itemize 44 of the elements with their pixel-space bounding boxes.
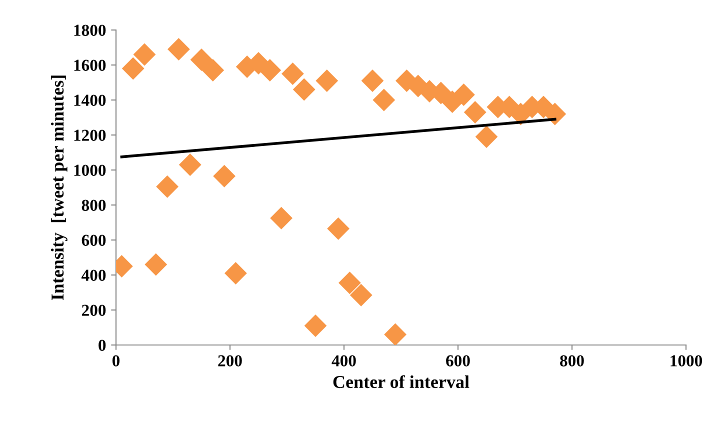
x-tick-label: 600 [446, 355, 470, 366]
point [361, 70, 384, 92]
point [464, 101, 486, 124]
point [544, 102, 566, 126]
point [316, 70, 338, 92]
point [384, 323, 406, 345]
point [168, 38, 190, 60]
point [304, 314, 327, 337]
y-tick-label: 1800 [74, 24, 106, 36]
x-tick-label: 800 [560, 355, 584, 366]
point [178, 154, 202, 176]
x-axis-title: Center of interval [333, 375, 470, 388]
point [452, 84, 475, 106]
x-tick-label: 400 [332, 355, 356, 366]
x-tick-label: 0 [112, 355, 120, 366]
point [292, 78, 316, 101]
y-axis-title: Intensity [tweet per minutes] [50, 76, 68, 300]
point [350, 284, 372, 306]
point [213, 164, 236, 188]
point [156, 175, 178, 198]
point [270, 206, 292, 230]
point [202, 59, 224, 82]
point [338, 272, 361, 294]
point [372, 88, 396, 112]
point [133, 43, 156, 66]
y-tick-label: 1600 [74, 60, 106, 71]
point [327, 217, 350, 240]
x-tick-label: 200 [218, 355, 242, 366]
y-tick-label: 200 [82, 304, 106, 316]
point [190, 48, 213, 71]
point [224, 262, 247, 284]
point [122, 57, 144, 80]
y-tick-label: 0 [98, 340, 106, 351]
y-tick-label: 1200 [74, 130, 106, 141]
y-tick-label: 1000 [74, 164, 106, 176]
y-tick-label: 600 [82, 234, 106, 246]
point [258, 59, 282, 82]
y-tick-label: 1400 [74, 94, 106, 106]
x-tick-label: 1000 [670, 355, 702, 366]
y-tick-label: 400 [82, 270, 106, 281]
point [282, 62, 304, 85]
y-tick-label: 800 [82, 200, 106, 211]
point [144, 253, 168, 276]
point [475, 126, 498, 148]
